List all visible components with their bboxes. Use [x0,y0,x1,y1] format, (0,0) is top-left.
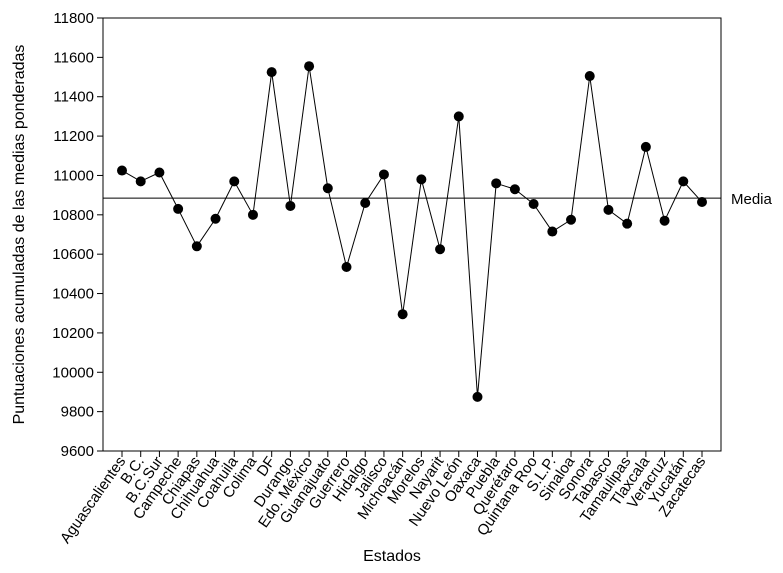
series-line-segment [570,75,591,220]
x-tick-label: Aguascalientes [57,454,129,547]
data-point [509,184,520,195]
mean-reference-label: Media [731,191,773,208]
y-tick-label: 10600 [52,246,94,263]
series-line-segment [458,116,478,397]
y-tick-label: 10200 [52,325,94,342]
series-points-group [117,61,707,402]
series-line-segment [402,179,422,315]
data-point [210,213,221,224]
data-point [117,165,127,176]
y-tick-label: 9800 [61,404,94,421]
data-point [566,214,577,225]
data-point [247,209,258,220]
data-point [191,241,202,252]
series-line-segment [233,181,254,216]
y-tick-label: 10800 [52,207,94,224]
series-line-segment [626,146,647,224]
series-line-segment [289,66,310,207]
series-line-segment [158,172,179,210]
y-tick-label: 10000 [52,364,94,381]
y-tick-label: 11600 [53,49,94,66]
y-tick-label: 9600 [61,443,94,460]
series-line-segment [346,202,366,268]
y-tick-label: 11000 [53,167,94,184]
x-axis-ticks: AguascalientesB.C.B.C.SurCampecheChiapas… [57,451,709,547]
data-point [435,244,446,255]
data-point [453,111,464,122]
data-point [547,226,558,237]
series-line-segment [308,66,329,189]
x-axis-title: Estados [363,548,421,565]
data-point [697,197,707,208]
series-line-segment [476,183,497,397]
series-line-group [121,66,703,397]
series-line-segment [589,75,609,210]
data-point [622,218,633,229]
data-point [640,141,651,152]
data-point [341,261,352,272]
series-line-segment [327,188,348,268]
data-point [678,176,689,187]
data-point [229,176,240,187]
data-point [584,71,595,82]
series-line-segment [439,116,460,250]
series-line-segment [533,203,553,232]
y-axis-ticks: 9600 9800 10000 10200 10400 10600 10800 11000 11… [52,10,103,460]
series-line-segment [177,208,198,247]
data-point [154,167,165,178]
data-point [285,200,296,211]
y-axis-title: Puntuaciones acumuladas de las medias po… [11,45,28,425]
y-tick-label: 10400 [52,286,94,303]
y-tick-label: 11200 [53,128,94,145]
data-point [173,203,184,214]
data-point [266,67,277,78]
data-point [304,61,315,72]
data-point [360,198,371,209]
series-line-segment [252,72,273,215]
series-line-segment [645,146,666,221]
y-tick-label: 11400 [53,89,94,106]
data-point [472,391,483,402]
series-line-segment [215,181,235,219]
series-line-segment [271,72,291,207]
data-point [659,215,670,226]
series-line-segment [383,174,404,315]
data-point [603,204,614,215]
data-point [416,174,427,185]
plot-frame [102,17,722,452]
data-point [135,176,146,187]
series-line-segment [664,181,684,221]
data-point [378,169,389,180]
data-point [397,309,408,320]
y-tick-label: 11800 [53,10,94,27]
data-point [491,178,502,189]
series-line-segment [364,174,385,204]
series-line-segment [420,179,441,250]
data-point [322,183,333,194]
data-point [528,198,539,209]
series-line-segment [196,218,216,247]
